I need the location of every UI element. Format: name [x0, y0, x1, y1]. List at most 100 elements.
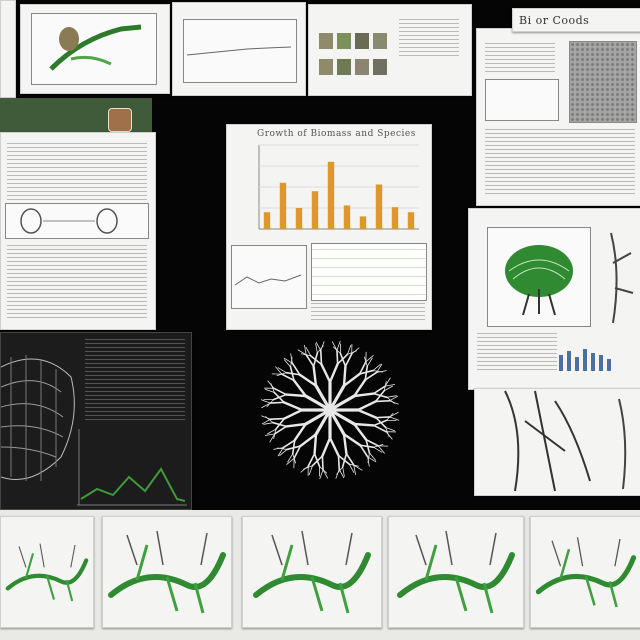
root-branch	[348, 463, 355, 474]
root-branch	[359, 444, 375, 449]
root-branch	[269, 417, 286, 421]
root-branch	[273, 447, 284, 450]
root-branch	[314, 384, 332, 412]
bottom-paper	[0, 516, 94, 628]
inset-line	[234, 274, 302, 286]
root-branch	[266, 399, 274, 408]
root-branch	[365, 355, 374, 363]
root-branch	[273, 428, 277, 440]
root-branch	[305, 353, 315, 368]
root-branch	[307, 452, 316, 467]
root-branch	[279, 449, 288, 456]
root-branch	[377, 445, 385, 454]
root-branch	[285, 393, 307, 398]
root-branch	[304, 394, 332, 412]
root-branch	[364, 356, 368, 367]
caption-box: Bi or Coods	[512, 8, 640, 32]
root-branch	[305, 346, 312, 357]
root-branch	[312, 365, 318, 387]
root-branch	[338, 468, 345, 479]
root-branch	[328, 408, 356, 426]
root-branch	[339, 352, 347, 368]
root-branch	[347, 344, 352, 355]
root-branch	[337, 454, 341, 471]
wireframe-structure	[1, 355, 75, 481]
root-branch	[272, 393, 288, 401]
cell-diagram	[20, 208, 118, 234]
root-branch	[292, 453, 296, 464]
top-right-caption: Bi or Coods	[519, 14, 590, 27]
root-branch	[282, 401, 304, 412]
root-branch	[282, 439, 296, 449]
root-branch	[284, 359, 291, 368]
chart-title: Growth of Biomass and Species	[257, 129, 416, 139]
green-plant-sketch	[49, 24, 142, 71]
bar	[327, 161, 335, 229]
root-branch	[292, 379, 307, 398]
small-bar-chart	[559, 349, 611, 371]
root-branch	[386, 412, 394, 421]
root-branch	[337, 454, 351, 465]
root-branch	[291, 362, 301, 376]
root-branch	[315, 343, 318, 354]
root-branch	[313, 452, 321, 468]
root-branch	[372, 385, 387, 395]
root-branch	[358, 360, 367, 375]
branch-sketch	[610, 232, 634, 324]
root-branch	[384, 377, 391, 387]
root-branch	[373, 444, 384, 448]
root-branch	[372, 419, 388, 427]
root-branch	[353, 422, 368, 441]
root-branch	[331, 341, 338, 351]
root-branch	[369, 452, 376, 461]
root-branch	[261, 415, 272, 420]
root-branch	[291, 439, 296, 455]
root-branch	[314, 408, 332, 436]
paper-top-left	[0, 0, 16, 98]
branch-sketch	[618, 398, 627, 490]
root-branch	[273, 387, 288, 396]
root-branch	[332, 346, 341, 354]
root-branch	[351, 347, 360, 355]
root-branch	[300, 353, 312, 357]
root-branch	[285, 371, 301, 376]
root-branch	[264, 433, 276, 436]
bottom-paper	[242, 516, 382, 628]
root-branch	[298, 373, 318, 387]
root-branch	[366, 357, 373, 367]
root-branch	[309, 355, 323, 366]
root-branch	[353, 378, 367, 398]
paper-top-1	[20, 4, 170, 94]
root-branch	[277, 447, 284, 457]
root-branch	[261, 402, 271, 409]
root-branch	[290, 353, 293, 364]
root-branch	[367, 456, 370, 467]
root-branch	[283, 357, 293, 364]
bar	[343, 205, 351, 229]
text-lines	[85, 339, 185, 421]
text-lines	[7, 143, 147, 201]
green-branch-illustration	[253, 530, 371, 614]
root-branch	[353, 422, 375, 427]
text-lines	[311, 303, 425, 323]
line-chart-frame	[183, 19, 297, 83]
root-branch	[389, 411, 399, 418]
paper-dark-left	[0, 332, 192, 510]
root-branch	[375, 416, 391, 419]
root-branch	[269, 433, 276, 443]
root-branch	[376, 370, 387, 373]
bar	[263, 212, 271, 229]
root-branch	[280, 373, 295, 382]
root-branch	[336, 340, 341, 351]
root-branch	[264, 388, 275, 393]
root-branch	[367, 456, 377, 463]
root-branch	[319, 469, 324, 480]
green-branch-illustration	[108, 530, 226, 614]
root-branch	[386, 395, 397, 398]
root-branch	[315, 341, 322, 352]
line-chart-sketch	[186, 46, 292, 56]
bar	[295, 208, 303, 229]
root-branch	[275, 417, 286, 431]
root-branch	[328, 408, 346, 436]
root-branch	[356, 408, 378, 419]
